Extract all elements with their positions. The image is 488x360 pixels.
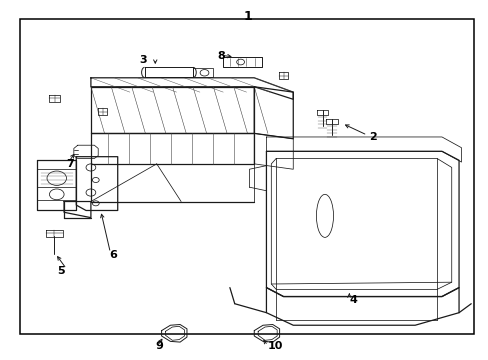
Text: 2: 2 bbox=[368, 132, 376, 142]
Text: 5: 5 bbox=[57, 266, 64, 276]
Text: 1: 1 bbox=[244, 10, 252, 23]
Text: 6: 6 bbox=[109, 250, 117, 260]
Text: 9: 9 bbox=[156, 341, 163, 351]
Text: 10: 10 bbox=[267, 341, 283, 351]
Bar bbox=[20, 19, 473, 334]
Text: 7: 7 bbox=[66, 159, 74, 169]
Text: 4: 4 bbox=[348, 295, 356, 305]
Text: 8: 8 bbox=[217, 51, 225, 61]
Text: 3: 3 bbox=[140, 55, 147, 65]
